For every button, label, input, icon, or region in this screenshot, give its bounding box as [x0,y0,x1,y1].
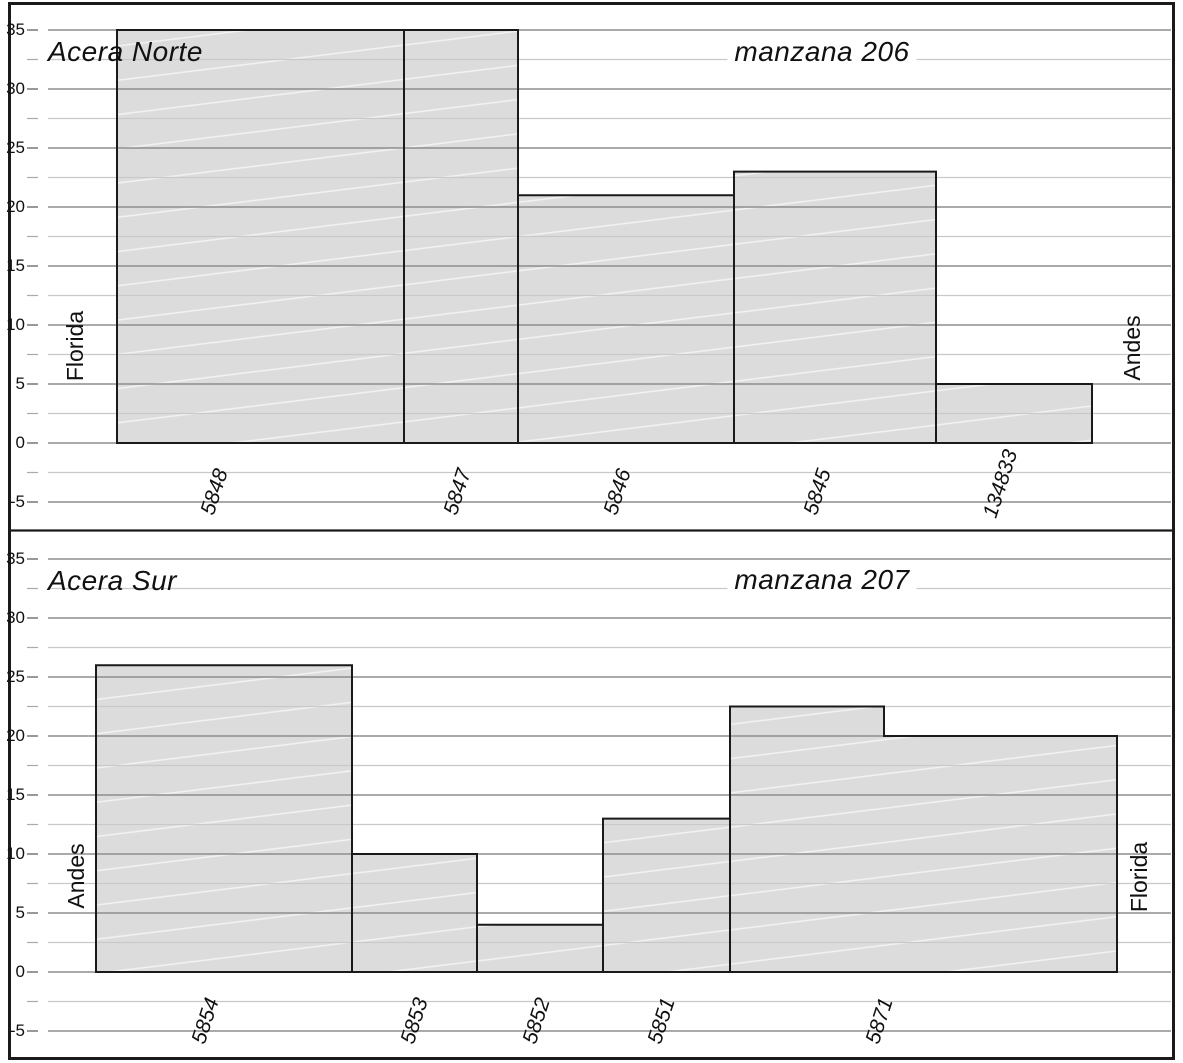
y-axis-tick-label: 0 [15,962,25,981]
y-axis-tick-label: 15 [6,785,25,804]
y-axis-tick-label: 30 [6,79,25,98]
chart1-street-right-label: Andes [1119,315,1145,381]
bar-5845-outline [733,170,937,444]
y-axis-tick-label: 25 [6,138,25,157]
y-axis-tick-label: -5 [9,1021,25,1040]
bar-5846-fill [518,195,734,443]
y-axis-tick-label: 15 [6,256,25,275]
y-axis-tick-label: 5 [15,903,25,922]
y-axis-tick-label: 35 [6,20,25,39]
y-axis-tick-label: 10 [6,315,25,334]
chart2-subtitle: manzana 207 [727,564,917,596]
y-axis-tick-label: 0 [15,433,25,452]
y-axis-tick-label: 35 [6,549,25,568]
outer-frame [8,2,1175,1060]
y-axis-tick-label: -5 [9,492,25,511]
y-axis-tick-label: 30 [6,608,25,627]
y-axis-tick-label: 5 [15,374,25,393]
chart2-street-right-label: Florida [1126,841,1152,913]
chart-panel-2 [27,558,1171,1032]
chart-panel-1 [27,29,1171,503]
chart1-subtitle: manzana 206 [727,36,917,68]
bar-134833-outline [935,383,1093,444]
bar-5871-outline [729,705,1118,973]
bar-5871-fill [730,706,1117,972]
bar-5854-fill [96,665,352,972]
bar-5854-outline [95,664,353,973]
chart1-street-left-label: Florida [62,310,88,382]
bar-5847-outline [403,29,519,444]
y-axis-tick-label: 25 [6,667,25,686]
chart2-street-left-label: Andes [63,843,89,909]
bar-5851-fill [603,818,730,972]
chart1-title: Acera Norte [48,36,203,67]
chart2-title: Acera Sur [48,565,177,596]
y-axis-tick-label: 10 [6,844,25,863]
bar-5852-fill [477,924,603,972]
y-axis-tick-label: 20 [6,726,25,745]
bar-5853-outline [351,853,478,973]
y-axis-tick-label: 20 [6,197,25,216]
bar-5845-fill [734,171,936,443]
